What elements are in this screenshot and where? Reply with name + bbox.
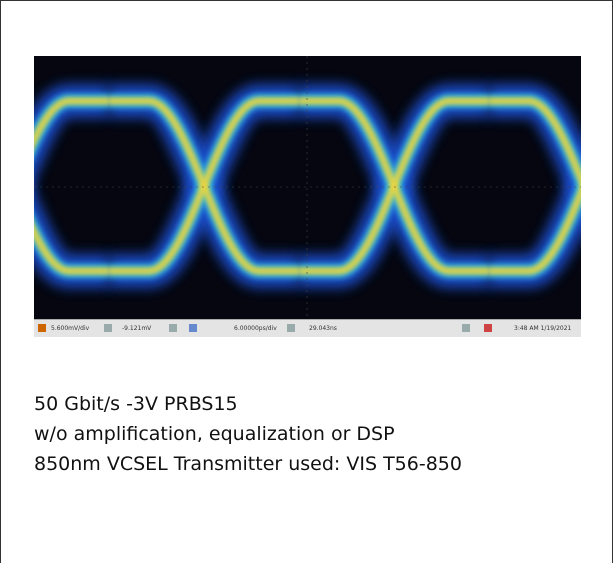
button[interactable] (169, 324, 177, 332)
button[interactable] (38, 324, 46, 332)
eye-diagram (34, 56, 581, 319)
caption-line: w/o amplification, equalization or DSP (34, 419, 462, 449)
caption: 50 Gbit/s -3V PRBS15 w/o amplification, … (34, 389, 462, 479)
position: 29.043ns (309, 325, 337, 332)
button[interactable] (462, 324, 470, 332)
vertical-scale: 5.600mV/div (51, 325, 89, 332)
button[interactable] (104, 324, 112, 332)
offset: -9.121mV (122, 325, 151, 332)
horizontal-scale: 6.00000ps/div (234, 325, 277, 332)
button[interactable] (484, 324, 492, 332)
page: 5.600mV/div -9.121mV 6.00000ps/div 29.04… (0, 0, 613, 563)
status-bar: 5.600mV/div -9.121mV 6.00000ps/div 29.04… (34, 319, 581, 337)
timestamp: 3:48 AM 1/19/2021 (514, 325, 571, 332)
button[interactable] (189, 324, 197, 332)
button[interactable] (287, 324, 295, 332)
caption-line: 50 Gbit/s -3V PRBS15 (34, 389, 462, 419)
caption-line: 850nm VCSEL Transmitter used: VIS T56-85… (34, 449, 462, 479)
